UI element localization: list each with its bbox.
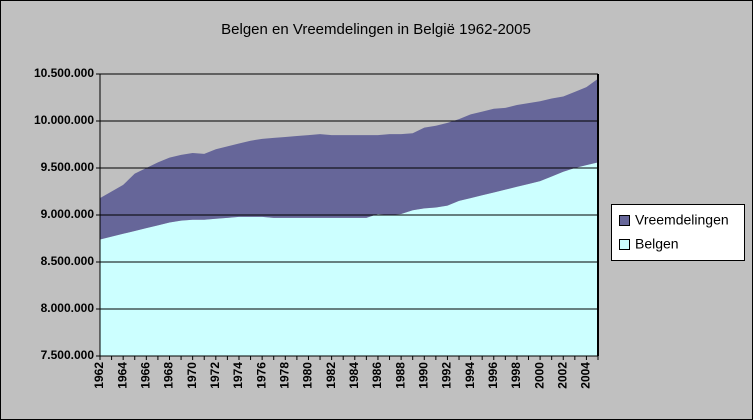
chart-title: Belgen en Vreemdelingen in België 1962-2… bbox=[221, 21, 531, 38]
x-tick-label: 1968 bbox=[162, 362, 176, 389]
x-tick-label: 1990 bbox=[416, 362, 430, 389]
x-tick-label: 1994 bbox=[463, 362, 477, 389]
x-tick-label: 2000 bbox=[532, 362, 546, 389]
area bbox=[100, 162, 598, 356]
legend-swatch bbox=[619, 215, 630, 226]
x-tick-label: 2004 bbox=[579, 362, 593, 389]
y-tick-label: 9.500.000 bbox=[41, 160, 95, 174]
x-tick-label: 1996 bbox=[486, 362, 500, 389]
area bbox=[100, 78, 598, 240]
x-tick-label: 2002 bbox=[555, 362, 569, 389]
y-tick-label: 10.000.000 bbox=[34, 113, 94, 127]
x-tick-label: 1964 bbox=[115, 362, 129, 389]
x-tick-label: 1962 bbox=[92, 362, 106, 389]
legend-box bbox=[611, 204, 745, 261]
x-tick-label: 1992 bbox=[440, 362, 454, 389]
x-tick-label: 1974 bbox=[231, 362, 245, 389]
x-tick-label: 1998 bbox=[509, 362, 523, 389]
y-tick-label: 9.000.000 bbox=[41, 207, 95, 221]
y-tick-label: 8.500.000 bbox=[41, 254, 95, 268]
y-tick-label: 8.000.000 bbox=[41, 301, 95, 315]
legend-swatch bbox=[619, 239, 630, 250]
y-tick-label: 10.500.000 bbox=[34, 66, 94, 80]
legend-label: Vreemdelingen bbox=[635, 212, 729, 228]
x-tick-label: 1972 bbox=[208, 362, 222, 389]
x-tick-label: 1980 bbox=[301, 362, 315, 389]
legend: Vreemdelingen Belgen bbox=[611, 204, 745, 261]
x-tick-label: 1966 bbox=[138, 362, 152, 389]
x-tick-label: 1984 bbox=[347, 362, 361, 389]
y-tick-label: 7.500.000 bbox=[41, 348, 95, 362]
x-tick-label: 1982 bbox=[324, 362, 338, 389]
x-tick-label: 1970 bbox=[185, 362, 199, 389]
legend-label: Belgen bbox=[635, 236, 679, 252]
x-tick-label: 1976 bbox=[254, 362, 268, 389]
x-tick-label: 1986 bbox=[370, 362, 384, 389]
x-tick-label: 1978 bbox=[277, 362, 291, 389]
x-tick-label: 1988 bbox=[393, 362, 407, 389]
